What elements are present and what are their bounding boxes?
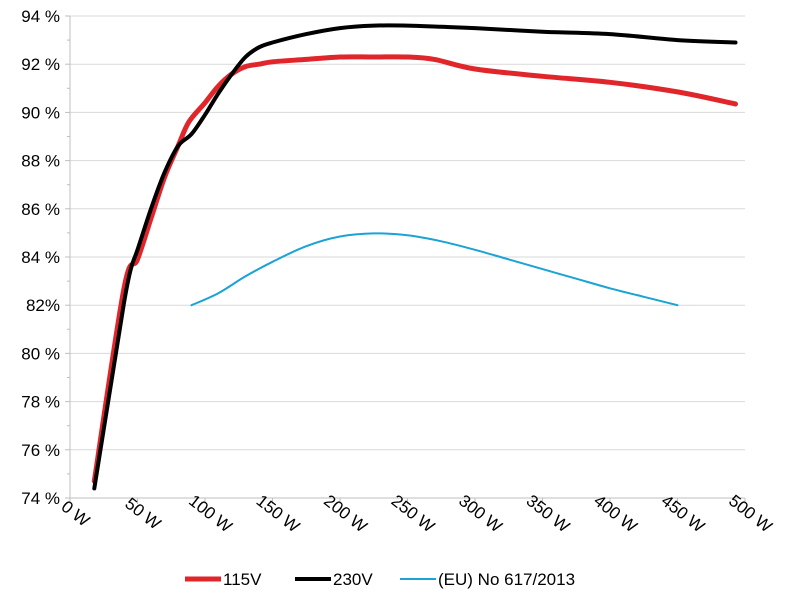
legend: 115V 230V (EU) No 617/2013 (185, 570, 575, 589)
tick-labels: 74 % 76 % 78 % 80 % 82% 84 % 86 % 88 % 90 % 92 % 9… (21, 7, 775, 536)
y-tick-label: 82% (26, 296, 60, 315)
y-tick-label: 78 % (21, 393, 60, 412)
y-tick-label: 74 % (21, 489, 60, 508)
gridlines (70, 15, 745, 499)
y-tick-label: 90 % (21, 103, 60, 122)
y-tick-label: 76 % (21, 441, 60, 460)
x-tick-label: 50 W (121, 494, 164, 533)
y-tick-label: 86 % (21, 200, 60, 219)
axes (65, 15, 746, 504)
y-tick-label: 92 % (21, 55, 60, 74)
legend-label-2: 230V (333, 570, 373, 589)
legend-label-3: (EU) No 617/2013 (438, 570, 575, 589)
y-tick-label: 80 % (21, 344, 60, 363)
series-lines (91, 23, 738, 491)
x-tick-label: 500 W (725, 491, 775, 536)
y-tick-label: 94 % (21, 7, 60, 26)
legend-label-1: 115V (223, 570, 262, 589)
y-tick-label: 84 % (21, 248, 60, 267)
series-line-2 (92, 23, 738, 491)
x-tick-label: 0 W (58, 497, 94, 531)
series-line-1 (91, 54, 738, 484)
y-tick-label: 88 % (21, 152, 60, 171)
series-line-3 (190, 232, 679, 307)
